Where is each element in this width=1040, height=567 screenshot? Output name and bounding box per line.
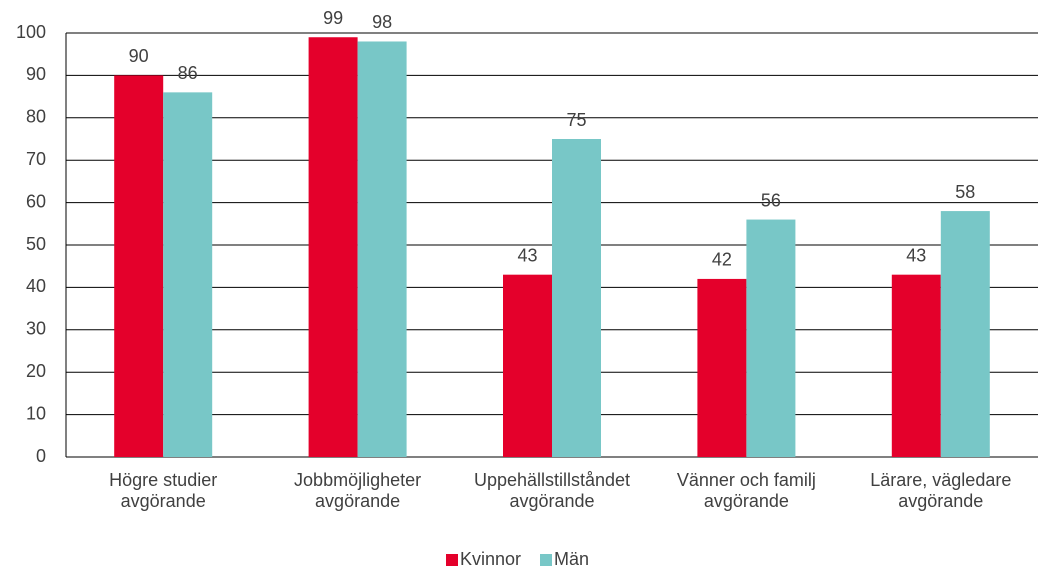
data-label: 99 <box>323 8 343 28</box>
data-label: 42 <box>712 250 732 270</box>
y-tick-label: 20 <box>26 361 46 381</box>
bar <box>697 278 747 457</box>
x-tick-label: Lärare, vägledare avgörande <box>870 470 1012 511</box>
legend-label: Män <box>554 549 589 567</box>
data-label: 75 <box>566 110 586 130</box>
y-tick-label: 100 <box>16 22 46 42</box>
legend-label: Kvinnor <box>460 549 521 567</box>
x-tick-label: Jobbmöjligheter avgörande <box>294 470 422 511</box>
y-tick-label: 0 <box>36 446 46 466</box>
bar <box>891 274 941 457</box>
bar <box>308 37 358 458</box>
bar <box>503 274 552 457</box>
bar <box>940 211 990 457</box>
data-label: 56 <box>761 190 781 210</box>
y-tick-label: 80 <box>26 107 46 127</box>
y-tick-label: 90 <box>26 64 46 84</box>
y-tick-label: 40 <box>26 276 46 296</box>
data-label: 43 <box>906 245 926 265</box>
legend-swatch <box>540 554 552 566</box>
y-tick-label: 50 <box>26 234 46 254</box>
data-label: 98 <box>372 12 392 32</box>
data-label: 43 <box>517 245 537 265</box>
y-tick-label: 60 <box>26 191 46 211</box>
legend-swatch <box>446 554 458 566</box>
x-tick-label: Uppehällstillståndet avgörande <box>473 470 631 511</box>
y-tick-label: 30 <box>26 319 46 339</box>
bar <box>552 139 601 457</box>
data-label: 90 <box>129 46 149 66</box>
bar <box>114 75 164 458</box>
bar <box>746 219 796 457</box>
y-tick-label: 70 <box>26 149 46 169</box>
x-tick-label: Högre studier avgörande <box>109 470 218 511</box>
bar <box>163 92 213 458</box>
y-tick-label: 10 <box>26 403 46 423</box>
data-label: 58 <box>955 182 975 202</box>
x-tick-label: Vänner och familj avgörande <box>676 470 816 511</box>
data-label: 86 <box>178 63 198 83</box>
bar <box>357 41 407 457</box>
